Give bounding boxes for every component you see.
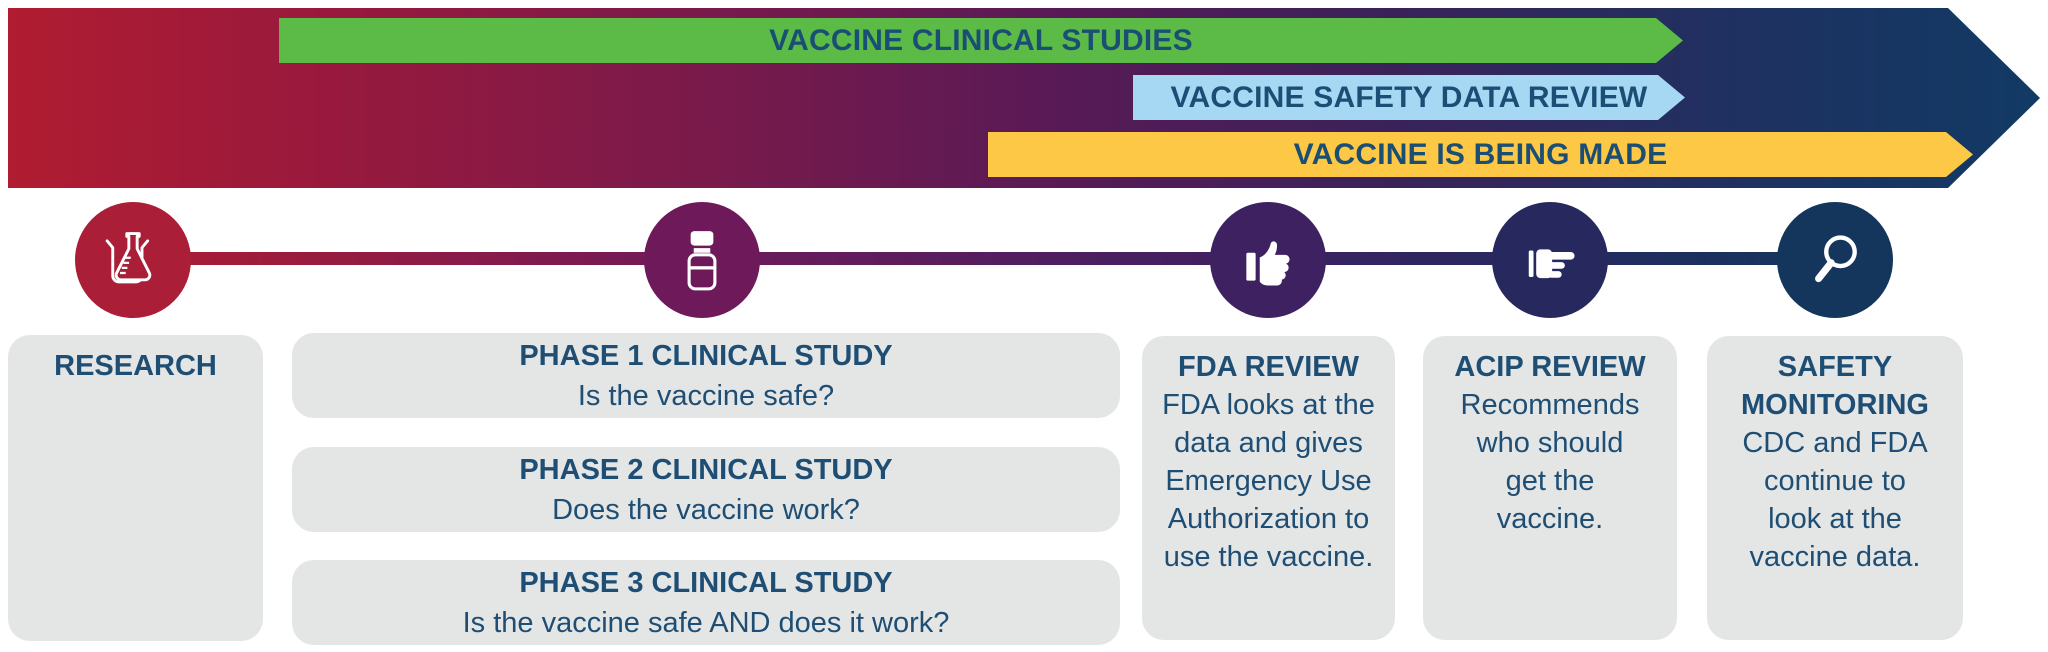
research-title: RESEARCH <box>54 350 217 382</box>
timeline-node-research <box>75 202 191 318</box>
stage-box-phase-1: PHASE 1 CLINICAL STUDY Is the vaccine sa… <box>292 333 1120 418</box>
bar-vaccine-safety-data-review: VACCINE SAFETY DATA REVIEW <box>1133 75 1685 120</box>
bar-vaccine-clinical-studies-label: VACCINE CLINICAL STUDIES <box>769 23 1193 57</box>
fda-review-title: FDA REVIEW <box>1178 351 1359 383</box>
magnifying-glass-icon <box>1815 235 1857 283</box>
phase-2-question: Does the vaccine work? <box>552 493 860 526</box>
stage-box-phase-3: PHASE 3 CLINICAL STUDY Is the vaccine sa… <box>292 560 1120 645</box>
beaker-flask-icon <box>105 232 152 284</box>
timeline-node-acip-review <box>1492 202 1608 318</box>
vaccine-vial-icon <box>687 231 717 291</box>
phase-3-question: Is the vaccine safe AND does it work? <box>462 606 950 639</box>
phase-2-title: PHASE 2 CLINICAL STUDY <box>519 453 893 486</box>
stage-box-research: RESEARCH <box>8 335 263 641</box>
fda-review-description: FDA looks at the data and gives Emergenc… <box>1162 389 1375 573</box>
timeline-node-safety-monitoring <box>1777 202 1893 318</box>
phase-1-question: Is the vaccine safe? <box>577 379 835 412</box>
timeline-connector <box>133 252 1835 265</box>
bar-vaccine-safety-data-review-label: VACCINE SAFETY DATA REVIEW <box>1170 80 1648 114</box>
stage-box-phase-2: PHASE 2 CLINICAL STUDY Does the vaccine … <box>292 447 1120 532</box>
stage-box-fda-review: FDA REVIEW FDA looks at the data and giv… <box>1142 336 1395 640</box>
acip-review-title: ACIP REVIEW <box>1454 351 1646 383</box>
bar-vaccine-is-being-made-label: VACCINE IS BEING MADE <box>1293 137 1668 171</box>
bar-vaccine-clinical-studies: VACCINE CLINICAL STUDIES <box>279 18 1683 63</box>
safety-monitoring-title: SAFETY MONITORING <box>1741 351 1929 421</box>
pointing-hand-icon <box>1528 249 1575 279</box>
acip-review-description: Recommends who should get the vaccine. <box>1460 389 1640 535</box>
timeline-node-clinical-studies <box>644 202 760 318</box>
stage-box-acip-review: ACIP REVIEW Recommends who should get th… <box>1423 336 1677 640</box>
phase-1-title: PHASE 1 CLINICAL STUDY <box>519 339 893 372</box>
phase-3-title: PHASE 3 CLINICAL STUDY <box>519 566 893 599</box>
safety-monitoring-description: CDC and FDA continue to look at the vacc… <box>1742 427 1928 573</box>
stage-box-safety-monitoring: SAFETY MONITORING CDC and FDA continue t… <box>1707 336 1963 640</box>
thumbs-up-icon <box>1246 241 1290 286</box>
timeline-node-fda-review <box>1210 202 1326 318</box>
bar-vaccine-is-being-made: VACCINE IS BEING MADE <box>988 132 1973 177</box>
